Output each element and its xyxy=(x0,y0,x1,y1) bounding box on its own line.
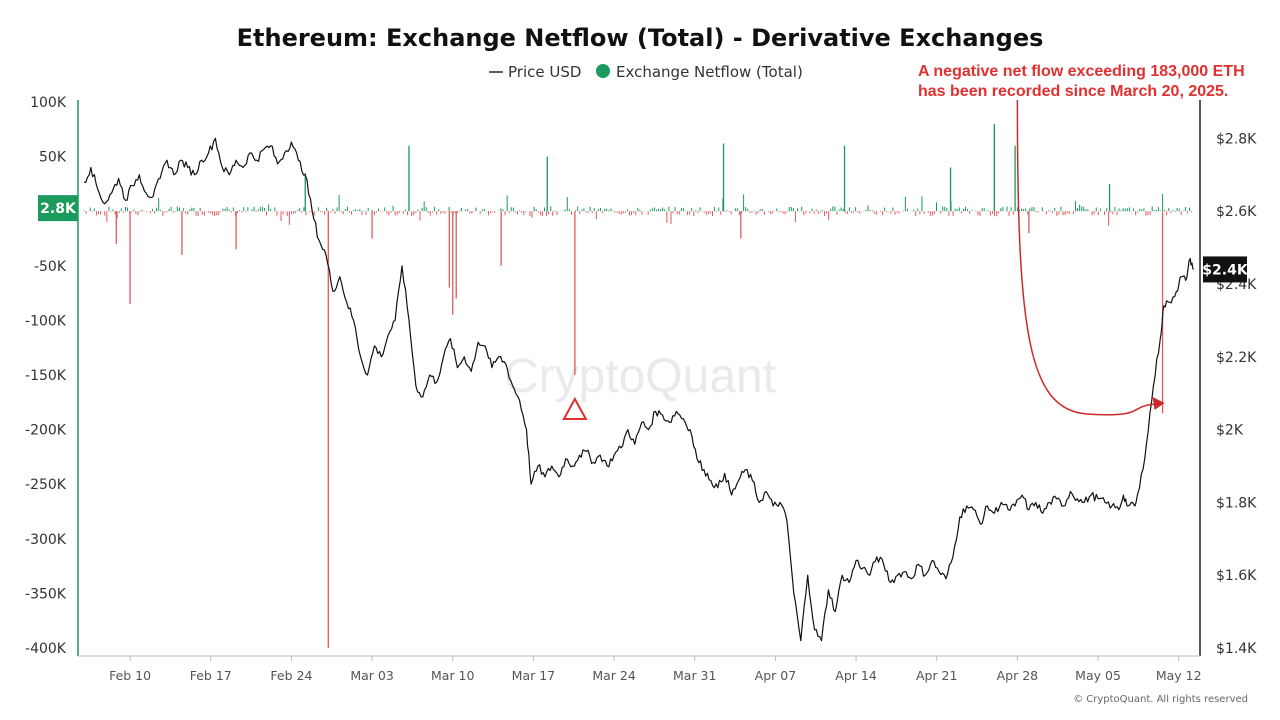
watermark: CryptoQuant xyxy=(504,350,776,403)
left-tick-label: -300K xyxy=(25,532,67,548)
chart-title: Ethereum: Exchange Netflow (Total) - Der… xyxy=(237,24,1044,52)
copyright-text: © CryptoQuant. All rights reserved xyxy=(1073,694,1248,705)
annotation-line-2: has been recorded since March 20, 2025. xyxy=(918,83,1228,100)
annotation-arrowhead-icon xyxy=(1152,397,1165,410)
left-tick-label: -400K xyxy=(25,641,67,657)
x-tick-label: May 05 xyxy=(1075,668,1121,683)
right-tick-label: $2.2K xyxy=(1216,350,1257,366)
left-tick-label: 50K xyxy=(39,150,67,166)
annotation-line-1: A negative net flow exceeding 183,000 ET… xyxy=(918,63,1245,80)
right-tick-label: $2.6K xyxy=(1216,204,1257,220)
x-tick-label: Mar 24 xyxy=(592,668,636,683)
x-tick-label: Feb 10 xyxy=(109,668,151,683)
left-tick-label: -350K xyxy=(25,586,67,602)
x-tick-label: Apr 14 xyxy=(835,668,877,683)
x-tick-label: Apr 28 xyxy=(997,668,1039,683)
x-tick-label: Mar 03 xyxy=(350,668,393,683)
netflow-badge-bg xyxy=(38,195,78,222)
x-axis-ticks: Feb 10 Feb 17 Feb 24 Mar 03 Mar 10 Mar 17 Mar … xyxy=(109,656,1202,683)
right-tick-label: $2.8K xyxy=(1216,131,1257,147)
price-badge-bg xyxy=(1203,256,1247,283)
x-tick-label: Feb 17 xyxy=(190,668,232,683)
price-line-series xyxy=(83,137,1195,642)
annotation-arrow xyxy=(1016,99,1157,416)
right-tick-label: $2K xyxy=(1216,423,1244,439)
right-tick-label: $1.4K xyxy=(1216,641,1257,657)
netflow-badge-text: 2.8K xyxy=(40,201,77,217)
x-tick-label: May 12 xyxy=(1156,668,1202,683)
netflow-bars xyxy=(83,193,1193,226)
left-tick-label: 100K xyxy=(30,95,67,111)
legend-netflow-dot-icon xyxy=(596,64,610,78)
x-tick-label: Mar 31 xyxy=(673,668,716,683)
x-tick-label: Mar 10 xyxy=(431,668,475,683)
netflow-current-badge: 2.8K xyxy=(38,195,78,222)
left-tick-label: -250K xyxy=(25,477,67,493)
right-axis-ticks: $2.8K$2.6K$2.4K$2.2K$2K$1.8K$1.6K$1.4K xyxy=(1216,131,1257,657)
left-tick-label: -200K xyxy=(25,423,67,439)
x-tick-label: Mar 17 xyxy=(512,668,555,683)
right-tick-label: $1.6K xyxy=(1216,568,1257,584)
netflow-spikes xyxy=(115,123,1164,648)
x-tick-label: Feb 24 xyxy=(270,668,312,683)
left-tick-label: -50K xyxy=(34,259,67,275)
right-tick-label: $1.8K xyxy=(1216,495,1257,511)
legend[interactable]: Price USD Exchange Netflow (Total) xyxy=(489,63,803,81)
legend-netflow-label[interactable]: Exchange Netflow (Total) xyxy=(616,63,803,81)
left-tick-label: -150K xyxy=(25,368,67,384)
x-tick-label: Apr 07 xyxy=(755,668,797,683)
price-badge-text: $2.4K xyxy=(1202,262,1249,278)
left-axis-ticks: 100K 50K -50K -100K -150K -200K -250K -300K -350… xyxy=(25,95,67,657)
triangle-warning-icon xyxy=(562,396,588,420)
price-current-badge: $2.4K xyxy=(1202,256,1249,283)
legend-price-label[interactable]: Price USD xyxy=(508,63,581,81)
left-tick-label: -100K xyxy=(25,313,67,329)
x-tick-label: Apr 21 xyxy=(916,668,958,683)
